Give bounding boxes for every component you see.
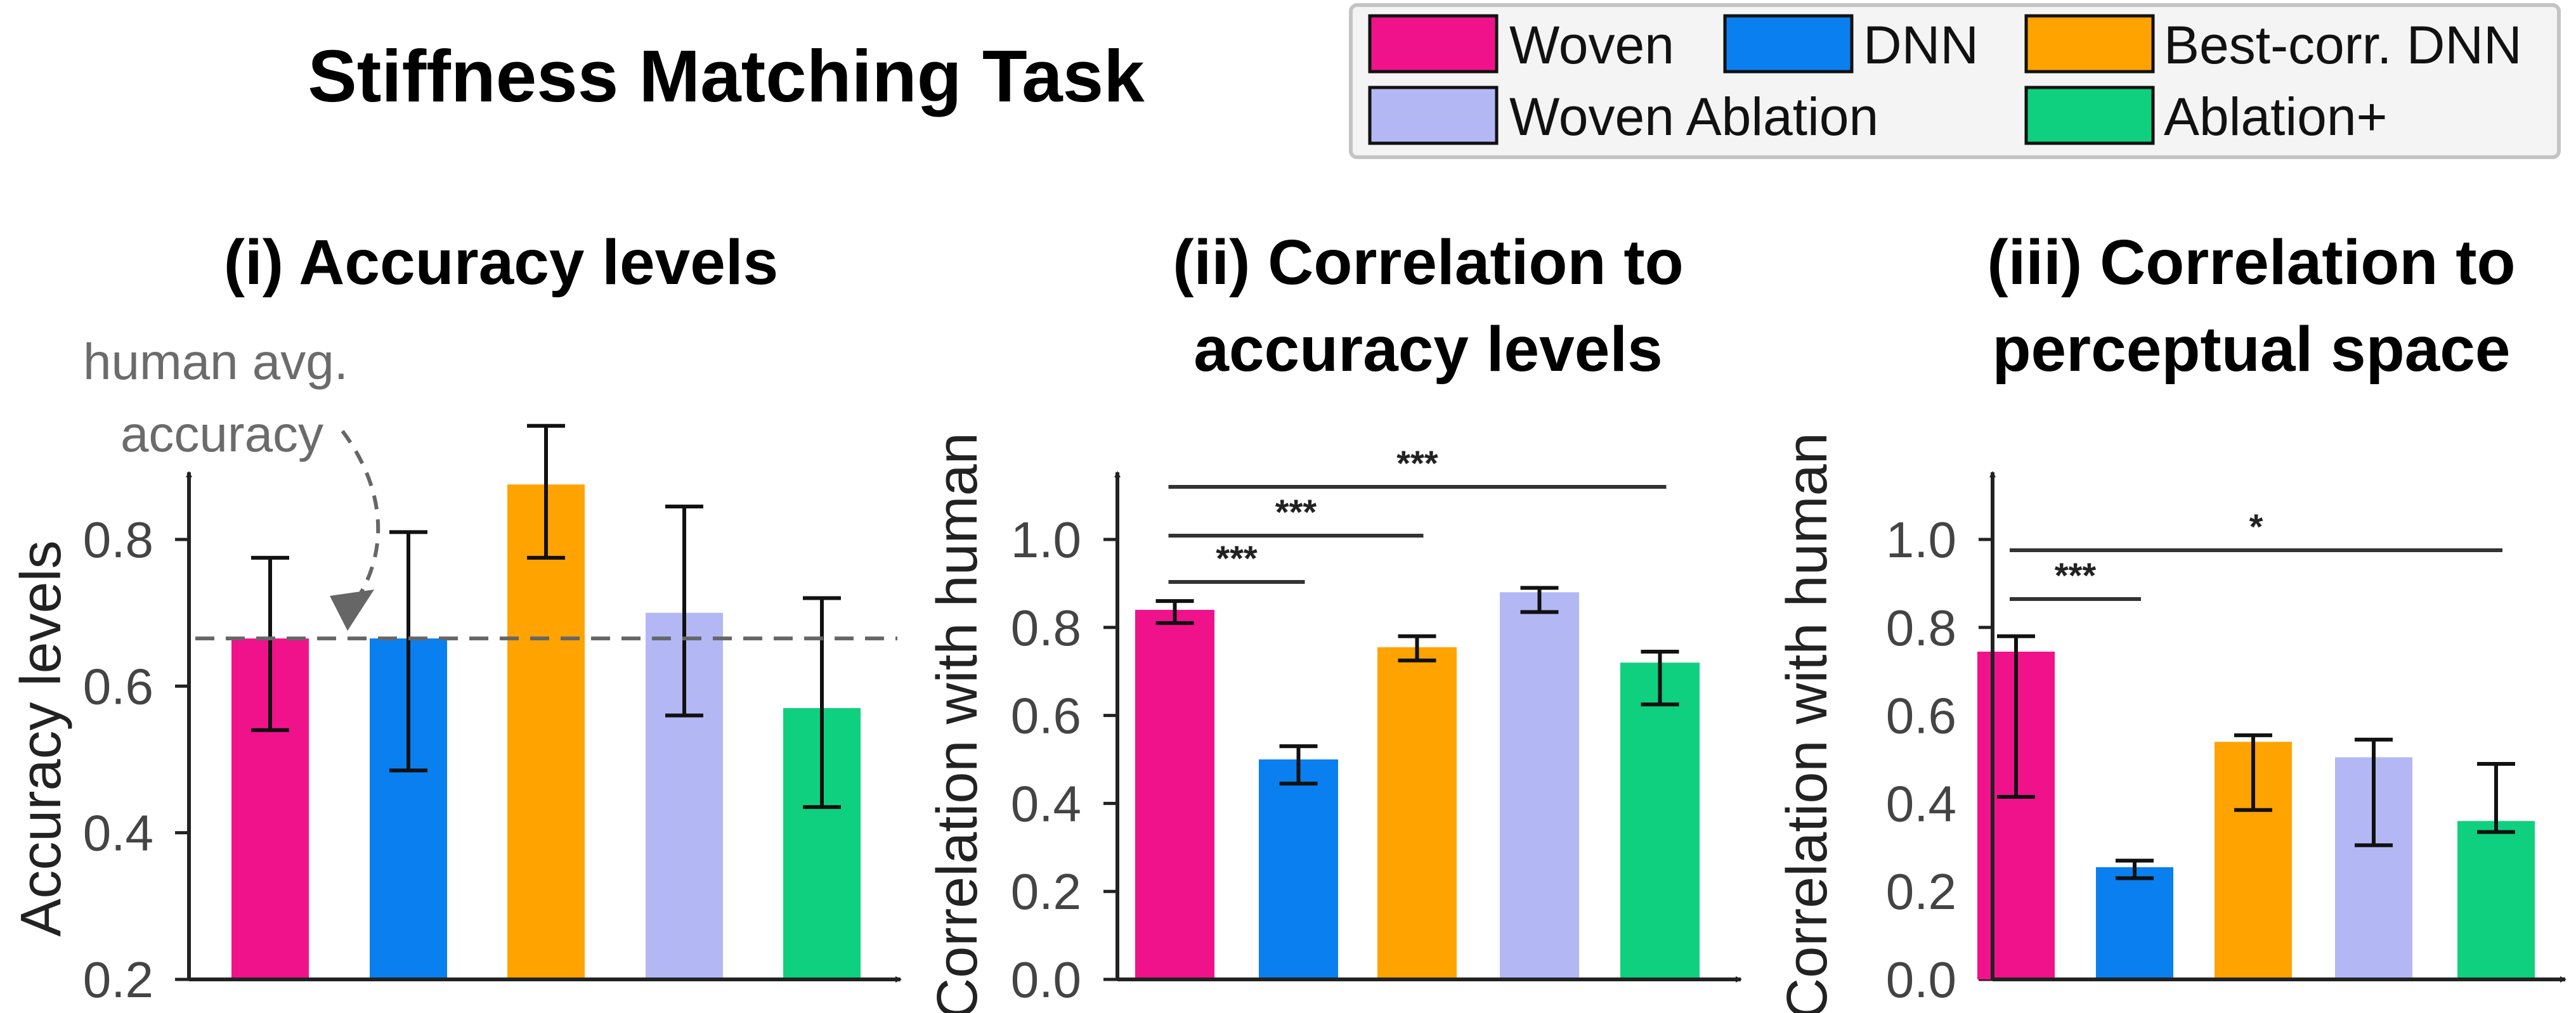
legend-swatch-woven: [1368, 14, 1499, 74]
panel-2-bar-woven: [1135, 610, 1214, 979]
legend-frame: [1349, 3, 2561, 159]
panel-3-ylabel: Correlation with human: [1776, 432, 1839, 1013]
legend-swatch-woven-ablation: [1368, 86, 1499, 145]
panel-3-ytick-label: 0.8: [1886, 600, 1956, 656]
legend-label-woven-ablation: Woven Ablation: [1509, 87, 1878, 146]
panel-3-bar-dnn: [2096, 867, 2173, 979]
panel-1-human-avg-label-line-2: accuracy: [120, 406, 323, 462]
panel-3-ytick-label: 0.0: [1886, 952, 1956, 1008]
panel-2-bar-dnn: [1259, 759, 1338, 979]
panel-1-ylabel: Accuracy levels: [10, 540, 73, 936]
panel-3-title-line-2: perceptual space: [1992, 314, 2510, 385]
panel-2-ytick-label: 0.8: [1011, 600, 1081, 656]
panel-1-bar-best-corr-dnn: [507, 484, 585, 979]
panel-2-ytick-label: 0.0: [1011, 952, 1081, 1008]
legend: Woven DNN Best-corr. DNN Woven Ablation …: [1349, 3, 2561, 159]
panel-2-bar-woven-ablation: [1500, 592, 1579, 979]
panel-2-title-line-2: accuracy levels: [1194, 314, 1663, 385]
panel-1-title-line-1: (i) Accuracy levels: [224, 227, 779, 298]
panel-2-significance-label: ***: [1216, 538, 1258, 578]
panel-1-human-avg-arrow: [341, 430, 381, 603]
legend-label-dnn: DNN: [1863, 15, 1979, 75]
panel-2-ytick-label: 1.0: [1011, 512, 1081, 568]
panel-3-title-line-1: (iii) Correlation to: [1987, 227, 2515, 298]
panel-3-ytick-label: 0.2: [1886, 863, 1956, 920]
panel-2-ytick-label: 0.6: [1011, 688, 1081, 744]
main-title: Stiffness Matching Task: [308, 35, 1145, 117]
legend-swatch-ablation-plus: [2024, 86, 2155, 145]
panel-1-ytick-label: 0.2: [83, 952, 153, 1008]
arrowhead-icon: [330, 590, 374, 631]
panel-2-bar-ablation-: [1620, 662, 1700, 979]
panel-3-bar-ablation-: [2457, 821, 2535, 979]
panel-3-ytick-label: 0.6: [1886, 688, 1956, 744]
panel-2-ylabel: Correlation with human: [926, 432, 989, 1013]
legend-label-woven: Woven: [1509, 15, 1674, 75]
panel-2-ytick-label: 0.2: [1011, 863, 1081, 920]
panel-1-human-avg-label-line-1: human avg.: [83, 333, 348, 390]
legend-label-ablation-plus: Ablation+: [2164, 87, 2388, 146]
panel-3-significance-label: ***: [2055, 555, 2097, 595]
panel-2-bar-best-corr-dnn: [1377, 647, 1457, 979]
panel-2-significance-label: ***: [1275, 492, 1317, 532]
panel-1-ytick-label: 0.6: [83, 658, 153, 714]
legend-swatch-best-corr-dnn: [2024, 14, 2155, 74]
panel-3-significance-label: *: [2249, 506, 2263, 546]
panel-2-title-line-1: (ii) Correlation to: [1173, 227, 1684, 298]
panel-1-ytick-label: 0.8: [83, 512, 153, 568]
panel-1-ytick-label: 0.4: [83, 805, 153, 861]
legend-label-best-corr-dnn: Best-corr. DNN: [2164, 15, 2522, 75]
panel-2-significance-label: ***: [1396, 443, 1438, 483]
panel-3-ytick-label: 1.0: [1886, 512, 1956, 568]
panel-2-ytick-label: 0.4: [1011, 775, 1081, 832]
panel-3-ytick-label: 0.4: [1886, 775, 1956, 832]
legend-swatch-dnn: [1723, 14, 1854, 74]
